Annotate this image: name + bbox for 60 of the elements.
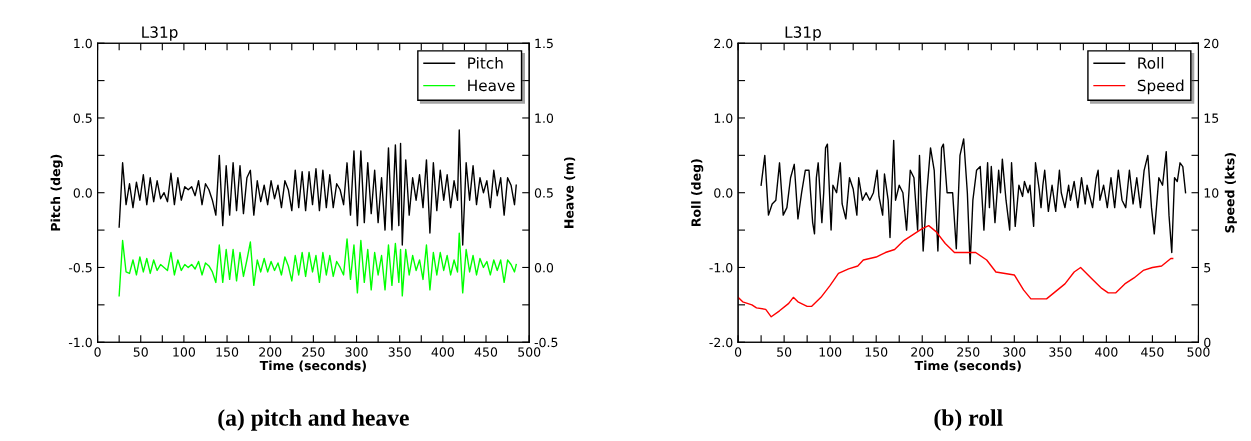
y2-tick-label: 1.0 — [535, 113, 554, 123]
y2-tick-label: 10 — [1204, 188, 1219, 198]
x-tick-label: 200 — [911, 347, 934, 357]
legend-label: Roll — [1138, 56, 1164, 69]
line-series — [118, 232, 517, 297]
legend-label: Speed — [1137, 79, 1184, 95]
x-tick-label: 200 — [259, 347, 282, 357]
text: (a) pitch and heave — [218, 409, 409, 431]
y2-axis-title: Speed (kts) — [1224, 153, 1237, 233]
y-tick-label: 2.0 — [714, 38, 733, 49]
line-series — [118, 129, 517, 246]
x-tick-label: 0 — [734, 347, 742, 357]
x-axis-title: Time (seconds) — [259, 360, 366, 372]
y-tick-label: 0.0 — [73, 188, 92, 198]
x-tick-label: 50 — [133, 347, 148, 357]
y-axis-title: Roll (deg) — [691, 159, 704, 227]
y2-tick-label: 1.5 — [535, 38, 553, 49]
x-tick-label: 250 — [302, 347, 325, 357]
x-tick-label: 450 — [474, 347, 498, 357]
y-tick-label: -1.0 — [68, 337, 92, 348]
x-tick-label: 300 — [1003, 347, 1026, 357]
y2-axis-title: Heave (m) — [563, 157, 576, 228]
y2-tick-label: 20 — [1204, 38, 1219, 49]
x-tick-label: 300 — [345, 347, 368, 357]
y-axis-title: Pitch (deg) — [50, 154, 63, 231]
x-axis-title: Time (seconds) — [914, 360, 1021, 372]
x-tick-label: 150 — [865, 347, 888, 357]
y2-tick-label: 0.5 — [534, 188, 553, 198]
y-tick-label: -0.5 — [68, 262, 92, 273]
y2-tick-label: 0 — [1204, 337, 1211, 348]
x-tick-label: 350 — [388, 347, 411, 357]
line-series — [738, 224, 1174, 318]
y-tick-label: 1.0 — [74, 38, 92, 49]
y-tick-label: 1.0 — [714, 113, 733, 123]
y-tick-label: -2.0 — [709, 337, 733, 348]
x-tick-label: 250 — [957, 347, 980, 357]
x-tick-label: 100 — [819, 347, 842, 357]
x-tick-label: 500 — [518, 347, 541, 357]
x-tick-label: 400 — [1095, 347, 1118, 357]
line-series — [760, 138, 1187, 265]
x-tick-label: 500 — [1187, 347, 1210, 357]
legend-label: Heave — [468, 79, 515, 92]
x-tick-label: 50 — [777, 347, 792, 357]
x-tick-label: 400 — [431, 347, 454, 357]
x-tick-label: 450 — [1141, 347, 1164, 357]
text: (b) roll — [934, 409, 1003, 431]
y-tick-label: 0.0 — [714, 188, 733, 198]
legend-label: Pitch — [468, 56, 503, 69]
x-tick-label: 350 — [1049, 347, 1072, 357]
y2-tick-label: 15 — [1204, 113, 1219, 123]
y2-tick-label: 5 — [1204, 263, 1211, 273]
chart-title: L31p — [785, 26, 821, 41]
y-tick-label: -1.0 — [709, 262, 733, 273]
x-tick-label: 150 — [216, 347, 239, 357]
y2-tick-label: -0.5 — [534, 337, 558, 348]
y-tick-label: 0.5 — [73, 113, 92, 123]
x-tick-label: 100 — [173, 347, 195, 357]
y2-tick-label: 0.0 — [534, 262, 554, 273]
x-tick-label: 0 — [94, 347, 101, 357]
chart-title: L31p — [142, 26, 178, 41]
